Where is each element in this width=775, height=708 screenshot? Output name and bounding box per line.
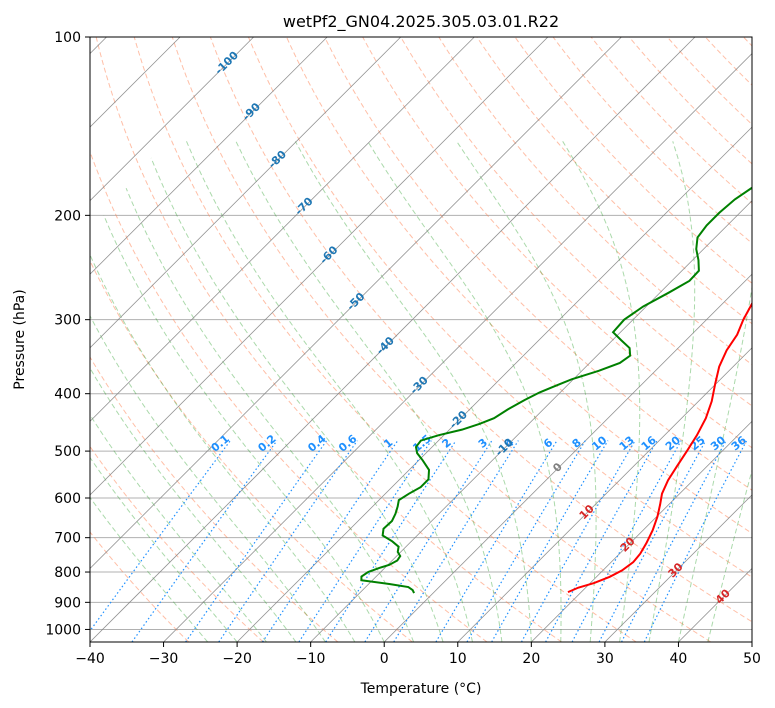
chart-title: wetPf2_GN04.2025.305.03.01.R22 [283, 12, 559, 32]
x-tick-label: 20 [522, 651, 540, 667]
moist-adiabat [235, 141, 503, 642]
x-tick-label: 0 [380, 651, 389, 667]
isotherm-line [90, 37, 549, 496]
moist-adiabat [150, 157, 444, 642]
isotherm-line [90, 37, 402, 349]
mixing-ratio-line [466, 440, 586, 642]
y-tick-label: 400 [54, 387, 81, 403]
x-tick-label: 30 [596, 651, 614, 667]
y-tick-label: 100 [54, 30, 81, 46]
isotherm-line [90, 37, 622, 570]
plot-frame [89, 36, 753, 643]
dry-adiabat [400, 37, 752, 407]
pressure-grid [90, 37, 752, 630]
x-tick-label: −10 [296, 651, 326, 667]
dry-adiabat [209, 37, 752, 623]
isotherm-line [90, 37, 328, 275]
moist-adiabat [90, 314, 326, 642]
x-tick-label: 50 [743, 651, 761, 667]
dry-adiabat [514, 37, 752, 284]
y-tick-label: 200 [54, 208, 81, 224]
dry-adiabat [171, 37, 712, 642]
moist-adiabat [90, 367, 297, 642]
plot-area: 0.1 0.2 0.4 0.6 1 1.5 2 3 4 6 8 10 13 16 20 25 30 36-100-… [90, 37, 752, 642]
y-tick-label: 500 [54, 444, 81, 460]
moist-adiabat [648, 141, 696, 642]
moist-adiabat [456, 141, 597, 642]
mixing-ratio-line [435, 440, 558, 642]
dry-adiabat [247, 37, 752, 578]
isotherm-line [383, 273, 752, 642]
isotherm-line [90, 37, 475, 422]
moist-adiabat [90, 253, 356, 642]
dry-adiabat [90, 356, 339, 642]
mixing-ratio-line [218, 440, 358, 642]
isotherm-line [236, 126, 752, 642]
mixing-ratio-line [545, 440, 658, 642]
mixing-ratio-line [185, 440, 328, 642]
y-tick-label: 600 [54, 491, 81, 507]
y-tick-label: 1000 [45, 622, 81, 638]
y-axis-ticks: 100 200 300 400 500 600 700 800 900 1000 [45, 30, 90, 638]
isotherm-line [457, 347, 752, 642]
moist-adiabat [294, 141, 532, 642]
dry-adiabat [476, 37, 752, 325]
moist-adiabat [186, 141, 473, 642]
y-tick-label: 700 [54, 531, 81, 547]
x-tick-label: 10 [449, 651, 467, 667]
y-tick-label: 300 [54, 313, 81, 329]
moist-adiabat [90, 456, 238, 642]
dry-adiabat [90, 531, 190, 642]
dry-adiabat [133, 37, 637, 642]
isotherms [90, 37, 752, 642]
mixing-ratio-line [325, 440, 457, 642]
x-tick-label: −40 [75, 651, 105, 667]
mixing-ratio-line [298, 440, 432, 642]
dry-adiabat [90, 259, 413, 642]
dry-adiabat [590, 37, 752, 205]
x-tick-label: −30 [149, 651, 179, 667]
dry-adiabat [95, 37, 562, 642]
dewpoint-line [360, 186, 752, 594]
mixing-ratio-line [131, 440, 278, 642]
isotherm-line [90, 37, 696, 642]
moist-adiabat [125, 188, 415, 642]
dry-adiabat [286, 37, 752, 534]
mixing-ratio-line [393, 440, 519, 642]
isotherm-line [604, 494, 752, 642]
moist-adiabat [90, 496, 209, 642]
y-axis-title: Pressure (hPa) [12, 289, 28, 389]
x-axis-ticks: −40 −30 −20 −10 0 10 20 30 40 50 [75, 642, 761, 667]
moist-adiabat [103, 215, 385, 642]
mixing-ratio-line [364, 440, 493, 642]
dry-adiabat [324, 37, 752, 491]
isotherm-line [90, 37, 254, 202]
x-tick-label: −20 [222, 651, 252, 667]
moist-adiabat [90, 413, 267, 642]
mixing-ratio-line [90, 440, 231, 632]
x-axis-title: Temperature (°C) [360, 681, 482, 697]
isotherm-line [163, 52, 752, 642]
mixing-ratio-line [571, 440, 682, 642]
moist-adiabat [367, 141, 562, 642]
dry-adiabat [90, 150, 488, 642]
y-tick-label: 900 [54, 595, 81, 611]
mixing-ratio-lines [90, 440, 748, 642]
x-tick-label: 40 [670, 651, 688, 667]
moist-adiabat [677, 284, 752, 642]
isotherm-line [310, 200, 752, 642]
mixing-ratio-line [262, 440, 399, 642]
mixing-ratio-line [643, 440, 748, 642]
y-tick-label: 800 [54, 565, 81, 581]
isotherm-line [531, 420, 752, 642]
mixing-ratio-line [520, 440, 636, 642]
temperature-line [567, 301, 752, 594]
